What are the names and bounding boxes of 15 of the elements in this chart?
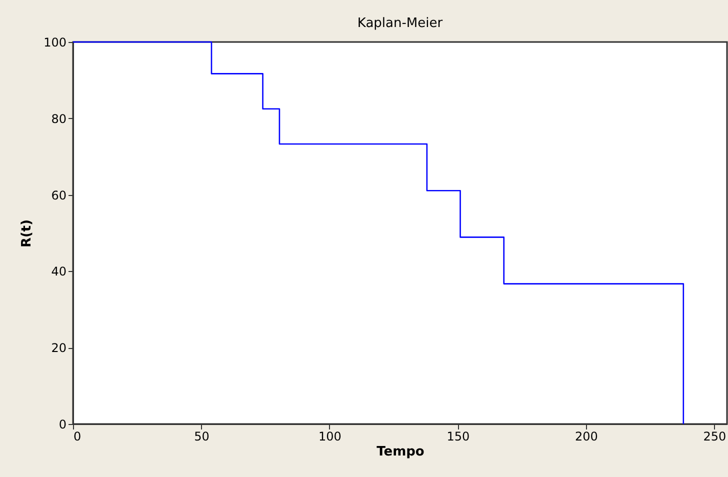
x-tick-label: 150 bbox=[446, 430, 470, 444]
x-axis-title: Tempo bbox=[376, 444, 424, 460]
y-tick-label: 0 bbox=[58, 418, 66, 432]
x-tick-label: 250 bbox=[703, 430, 726, 444]
y-tick-label: 80 bbox=[51, 112, 66, 126]
y-tick-label: 60 bbox=[51, 188, 66, 202]
y-tick-label: 20 bbox=[51, 341, 66, 356]
x-tick-label: 0 bbox=[74, 430, 82, 444]
chart-title: Kaplan-Meier bbox=[357, 16, 444, 31]
y-tick-label: 40 bbox=[51, 264, 66, 279]
x-tick-label: 50 bbox=[194, 430, 210, 444]
y-tick-label: 100 bbox=[44, 36, 66, 50]
x-tick-label: 100 bbox=[318, 430, 342, 444]
y-axis-title: R(t) bbox=[20, 219, 35, 248]
x-tick-label: 200 bbox=[574, 430, 598, 444]
